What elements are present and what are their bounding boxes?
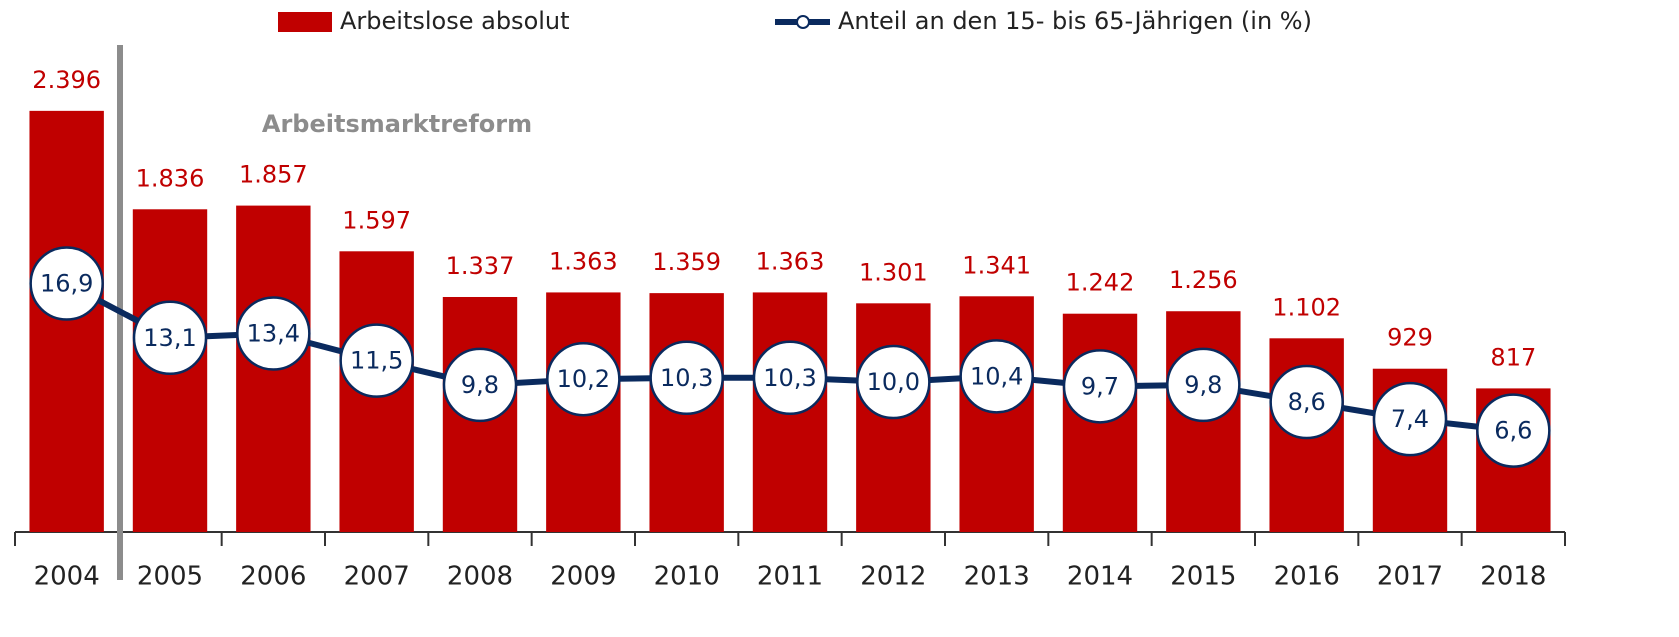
line-marker xyxy=(1476,393,1551,468)
bar-value-label: 1.337 xyxy=(446,252,515,280)
x-tick-label: 2008 xyxy=(447,562,513,592)
bar-value-label: 1.341 xyxy=(962,251,1031,279)
x-tick-label: 2009 xyxy=(550,562,616,592)
x-tick-label: 2004 xyxy=(34,562,100,592)
x-tick-label: 2005 xyxy=(137,562,203,592)
line-value-label: 11,5 xyxy=(350,347,403,375)
bar-value-label: 929 xyxy=(1387,324,1433,352)
line-value-label: 10,4 xyxy=(970,362,1023,390)
line-marker xyxy=(856,344,931,420)
bar-value-label: 1.597 xyxy=(342,206,411,234)
line-value-label: 16,9 xyxy=(40,270,93,298)
line-marker xyxy=(1166,347,1241,423)
legend-swatch-marker xyxy=(796,15,810,29)
line-marker xyxy=(752,340,828,416)
bar-value-label: 1.363 xyxy=(549,247,618,275)
line-value-label: 10,3 xyxy=(660,364,713,392)
legend-swatch-bar xyxy=(278,12,332,32)
line-value-label: 6,6 xyxy=(1494,417,1532,445)
line-value-label: 9,7 xyxy=(1081,372,1119,400)
x-tick-label: 2006 xyxy=(240,562,306,592)
bar-value-label: 1.359 xyxy=(652,248,721,276)
bar xyxy=(29,110,104,532)
x-tick-label: 2016 xyxy=(1274,562,1340,592)
line-marker xyxy=(1062,349,1138,424)
line-marker xyxy=(29,246,104,321)
legend-label: Anteil an den 15- bis 65-Jährigen (in %) xyxy=(838,7,1312,35)
line-marker xyxy=(339,323,414,398)
x-tick-label: 2018 xyxy=(1480,562,1546,592)
line-marker xyxy=(442,347,518,423)
line-value-label: 10,0 xyxy=(867,368,920,396)
annotation: Arbeitsmarktreform xyxy=(262,110,532,138)
bar-value-label: 1.301 xyxy=(859,258,928,286)
line-marker xyxy=(1269,364,1344,440)
line-value-label: 7,4 xyxy=(1391,405,1429,433)
line-value-label: 13,4 xyxy=(247,319,300,347)
bar-value-label: 1.363 xyxy=(756,247,825,275)
bar-value-label: 2.396 xyxy=(32,66,101,94)
line-value-label: 10,2 xyxy=(557,365,610,393)
line-marker xyxy=(1372,381,1448,457)
line-marker xyxy=(236,296,311,371)
x-tick-label: 2010 xyxy=(654,562,720,592)
line-marker xyxy=(132,300,208,376)
line-value-label: 13,1 xyxy=(143,324,196,352)
bar xyxy=(959,296,1034,532)
x-tick-label: 2017 xyxy=(1377,562,1443,592)
bar-value-label: 817 xyxy=(1490,343,1536,371)
line-marker xyxy=(546,341,621,417)
line-value-label: 10,3 xyxy=(763,364,816,392)
x-tick-label: 2011 xyxy=(757,562,823,592)
x-tick-label: 2014 xyxy=(1067,562,1133,592)
x-tick-label: 2015 xyxy=(1170,562,1236,592)
line-value-label: 9,8 xyxy=(1184,371,1222,399)
bar-value-label: 1.242 xyxy=(1066,269,1135,297)
x-tick-label: 2012 xyxy=(860,562,926,592)
bar-value-label: 1.102 xyxy=(1272,293,1341,321)
x-tick-label: 2007 xyxy=(344,562,410,592)
legend-label: Arbeitslose absolut xyxy=(340,7,570,35)
bar-value-label: 1.857 xyxy=(239,161,308,189)
x-tick-label: 2013 xyxy=(964,562,1030,592)
line-marker xyxy=(959,339,1034,414)
line-value-label: 9,8 xyxy=(461,371,499,399)
line-marker xyxy=(649,340,724,416)
bar-value-label: 1.836 xyxy=(136,164,205,192)
bar-value-label: 1.256 xyxy=(1169,266,1238,294)
line-value-label: 8,6 xyxy=(1288,388,1326,416)
